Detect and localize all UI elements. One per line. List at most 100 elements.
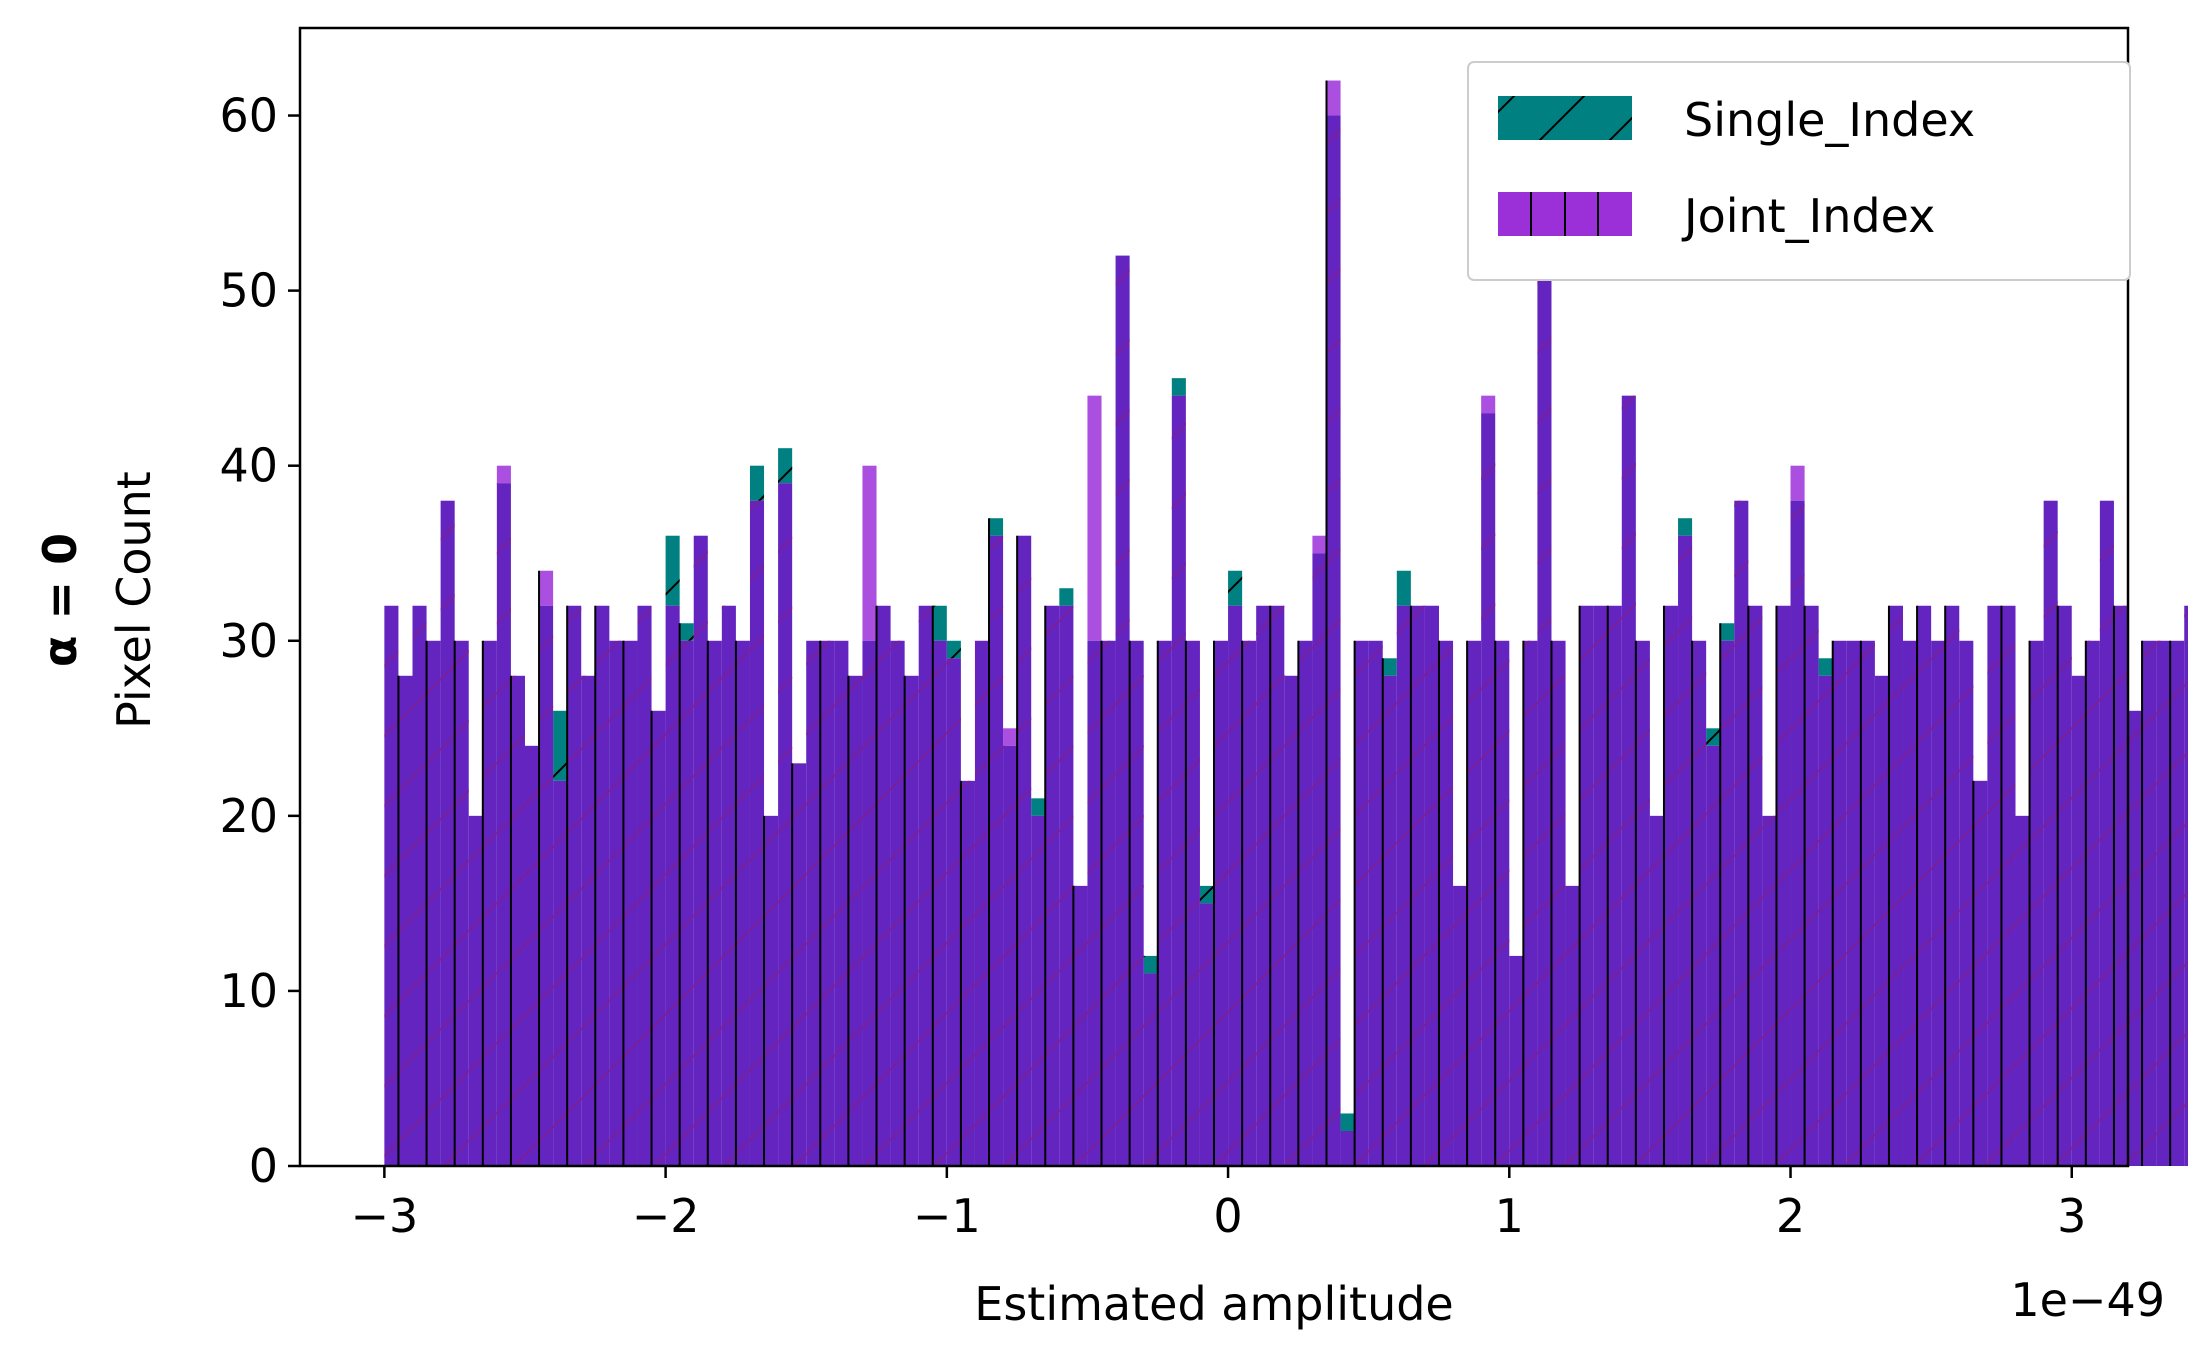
overlap-bar-hatch xyxy=(778,483,793,1166)
overlap-bar-hatch xyxy=(735,640,750,1166)
overlap-bar-hatch xyxy=(1537,273,1552,1167)
overlap-bar-hatch xyxy=(2085,640,2100,1166)
overlap-bar-hatch xyxy=(553,780,568,1166)
overlap-bar-hatch xyxy=(904,675,919,1166)
overlap-bar-hatch xyxy=(792,763,807,1166)
overlap-bar-hatch xyxy=(1621,395,1636,1167)
legend-label-joint-index: Joint_Index xyxy=(1681,189,1935,243)
overlap-bar-hatch xyxy=(890,640,905,1166)
overlap-bar-hatch xyxy=(1171,395,1186,1167)
overlap-bar-hatch xyxy=(412,605,427,1166)
overlap-bar-hatch xyxy=(2170,640,2185,1166)
joint-index-bar xyxy=(1087,395,1102,641)
joint-index-bar xyxy=(1326,80,1341,116)
overlap-bar-hatch xyxy=(1453,885,1468,1166)
overlap-bar-hatch xyxy=(960,780,975,1166)
legend-box xyxy=(1467,61,2131,281)
x-tick-label: 1 xyxy=(1495,1189,1524,1243)
overlap-bar-hatch xyxy=(1748,605,1763,1166)
overlap-bar-hatch xyxy=(2029,640,2044,1166)
single-index-bar-hatch xyxy=(1171,378,1186,396)
single-index-bar-hatch xyxy=(1031,798,1046,816)
x-tick-label: −1 xyxy=(913,1189,981,1243)
overlap-bar-hatch xyxy=(1818,675,1833,1166)
overlap-bar-hatch xyxy=(2142,640,2157,1166)
legend: Single_Index Joint_Index xyxy=(1467,61,2131,281)
overlap-bar-hatch xyxy=(2015,815,2030,1166)
single-index-bar-hatch xyxy=(1199,885,1214,904)
overlap-bar-hatch xyxy=(1523,640,1538,1166)
overlap-bar-hatch xyxy=(1734,500,1749,1166)
single-index-bar-hatch xyxy=(1059,588,1074,606)
x-axis-offset-label: 1e−49 xyxy=(2010,1273,2165,1327)
x-axis-title: Estimated amplitude xyxy=(974,1277,1453,1331)
overlap-bar-hatch xyxy=(1143,973,1158,1166)
single-index-bar-hatch xyxy=(749,465,765,501)
overlap-bar-hatch xyxy=(1945,605,1960,1166)
overlap-bar-hatch xyxy=(1438,640,1454,1166)
overlap-bar-hatch xyxy=(1720,640,1735,1166)
overlap-bar-hatch xyxy=(693,535,708,1166)
overlap-bar-hatch xyxy=(1031,815,1046,1166)
single-index-bar-hatch xyxy=(553,710,568,781)
overlap-bar-hatch xyxy=(1368,640,1383,1166)
overlap-bar-hatch xyxy=(2043,500,2058,1166)
overlap-bar-hatch xyxy=(1270,605,1285,1166)
overlap-bar-hatch xyxy=(946,658,961,1166)
joint-index-bar xyxy=(496,465,511,484)
joint-index-bar xyxy=(1481,395,1496,414)
overlap-bar-hatch xyxy=(1762,815,1777,1166)
overlap-bar-hatch xyxy=(1382,675,1397,1166)
overlap-bar-hatch xyxy=(721,605,736,1166)
overlap-bar-hatch xyxy=(1551,640,1566,1166)
plot-frame xyxy=(298,26,2130,1168)
overlap-bar-hatch xyxy=(974,640,990,1166)
overlap-bars xyxy=(384,80,2188,1167)
overlap-bar-hatch xyxy=(2156,640,2171,1166)
overlap-bar-hatch xyxy=(524,745,540,1166)
overlap-bar-hatch xyxy=(595,605,610,1166)
overlap-bar-hatch xyxy=(1228,605,1243,1166)
overlap-bar-hatch xyxy=(1326,115,1341,1167)
legend-label-single-index: Single_Index xyxy=(1684,93,1975,147)
single-index-bar-hatch xyxy=(932,605,947,641)
single-index-bar-hatch xyxy=(1143,955,1158,974)
overlap-bar-hatch xyxy=(2071,675,2086,1166)
overlap-bar-hatch xyxy=(1185,640,1200,1166)
x-tick-label: 0 xyxy=(1213,1189,1242,1243)
legend-hatch-joint-index xyxy=(1530,192,1599,236)
overlap-bar-hatch xyxy=(1776,605,1791,1166)
overlap-bar-hatch xyxy=(989,535,1004,1166)
overlap-bar-hatch xyxy=(1340,1130,1355,1166)
overlap-bar-hatch xyxy=(707,640,722,1166)
overlap-bar-hatch xyxy=(2057,605,2072,1166)
single-index-bar-hatch xyxy=(1706,728,1721,746)
overlap-bar-hatch xyxy=(1396,605,1411,1166)
joint-index-bar xyxy=(1790,465,1805,501)
overlap-bar-hatch xyxy=(1635,640,1650,1166)
joint-index-bar xyxy=(1003,728,1018,746)
overlap-bar-hatch xyxy=(918,605,933,1166)
overlap-bar-hatch xyxy=(1424,605,1439,1166)
overlap-bar-hatch xyxy=(1059,605,1074,1166)
overlap-bar-hatch xyxy=(1087,640,1102,1166)
single-index-bar-hatch xyxy=(665,535,680,606)
overlap-bar-hatch xyxy=(749,500,765,1166)
overlap-bar-hatch xyxy=(1495,640,1510,1166)
overlap-bar-hatch xyxy=(539,605,554,1166)
y-tick-label: 40 xyxy=(219,439,278,493)
overlap-bar-hatch xyxy=(1312,553,1327,1166)
overlap-bar-hatch xyxy=(1298,640,1313,1166)
single-index-bar-hatch xyxy=(946,640,961,659)
overlap-bar-hatch xyxy=(679,640,694,1166)
y-tick-label: 30 xyxy=(219,614,278,668)
single-index-bar-hatch xyxy=(1818,658,1833,676)
x-tick-label: −2 xyxy=(632,1189,700,1243)
y-tick-label: 20 xyxy=(219,789,278,843)
overlap-bar-hatch xyxy=(834,640,849,1166)
overlap-bar-hatch xyxy=(1003,745,1018,1166)
legend-hatch-single-index xyxy=(1498,96,1632,140)
overlap-bar-hatch xyxy=(1804,605,1819,1166)
joint-index-bar xyxy=(862,465,877,641)
